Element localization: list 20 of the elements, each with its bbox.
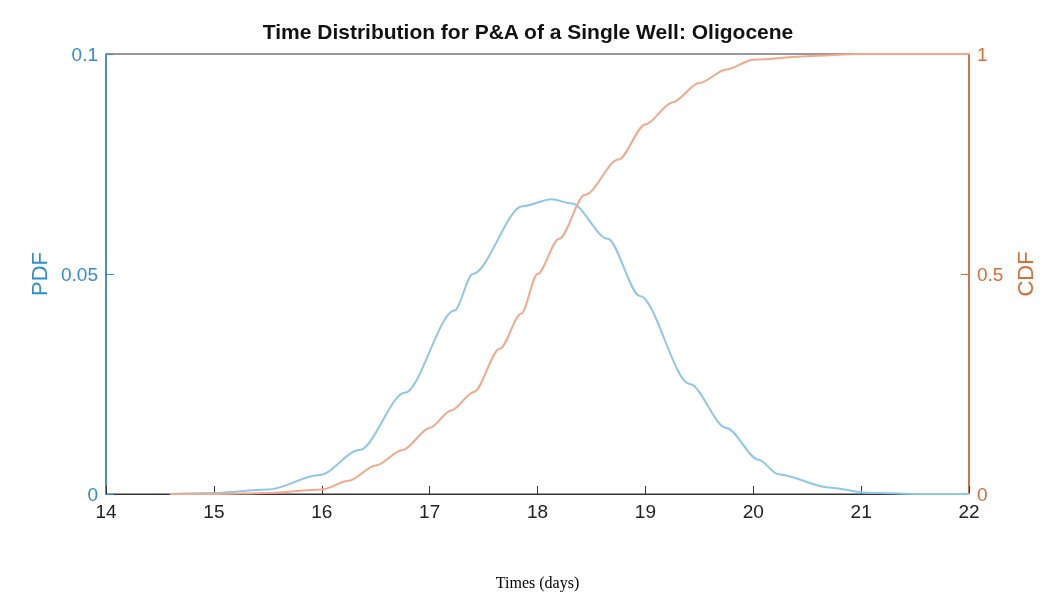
x-tick-label: 20	[742, 501, 764, 522]
y-tick-label: 0.05	[61, 263, 98, 285]
x-tick-label: 14	[95, 501, 117, 522]
x-tick-label: 19	[634, 501, 656, 522]
y2-tick-label: 0.5	[977, 263, 1004, 285]
x-tick-label: 17	[419, 501, 441, 522]
x-tick-label: 22	[958, 501, 980, 522]
x-tick-label: 15	[203, 501, 225, 522]
y-tick-label: 0	[87, 483, 98, 505]
y-axis-title: PDF	[26, 252, 52, 296]
chart-title: Time Distribution for P&A of a Single Well: Oligocene	[262, 20, 794, 43]
y2-tick-label: 0	[977, 483, 988, 505]
x-tick-label: 18	[526, 501, 549, 522]
y2-tick-label: 1	[977, 43, 988, 65]
x-axis-title: Times (days)	[495, 573, 580, 592]
y-tick-label: 0.1	[71, 43, 98, 65]
y2-axis-title: CDF	[1012, 251, 1038, 297]
line-series	[169, 53, 970, 495]
x-tick-label: 16	[311, 501, 333, 522]
x-tick-label: 21	[850, 501, 872, 522]
